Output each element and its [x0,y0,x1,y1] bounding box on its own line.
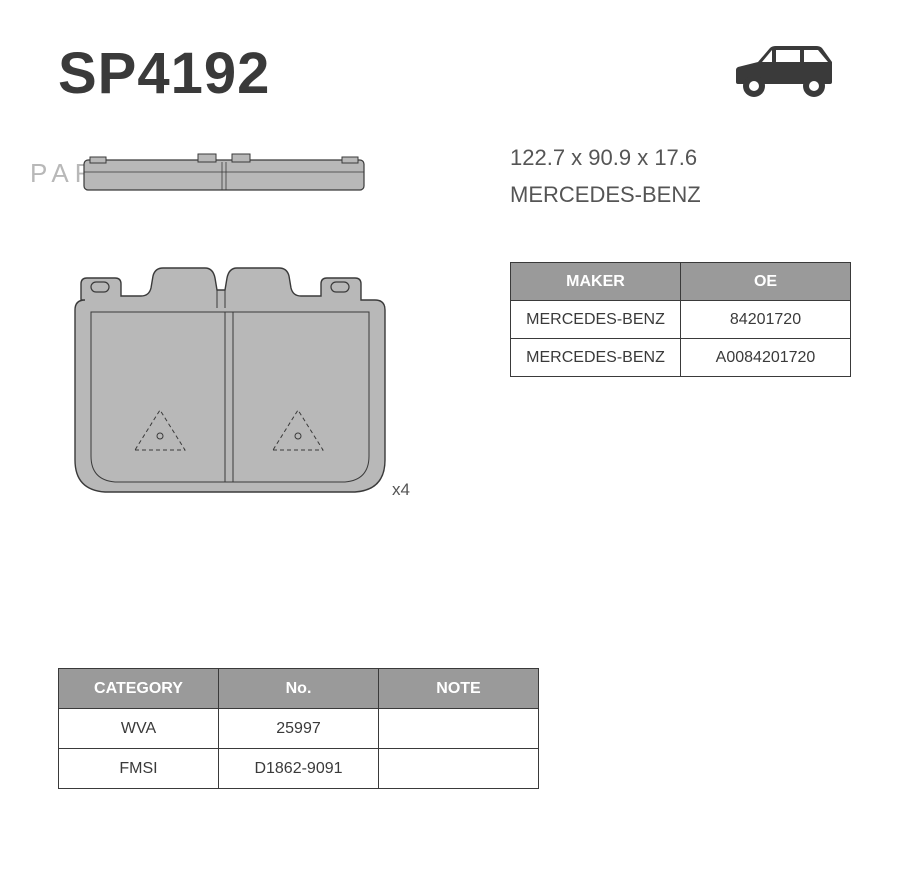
oe-maker-cell: MERCEDES-BENZ [511,301,681,339]
cat-header-no: No. [219,669,379,709]
oe-header-maker: MAKER [511,263,681,301]
table-row: MERCEDES-BENZ 84201720 [511,301,851,339]
table-row: FMSI D1862-9091 [59,749,539,789]
part-number: SP4192 [58,40,270,107]
brake-pad-top-view [80,150,370,205]
table-row: MERCEDES-BENZ A0084201720 [511,339,851,377]
cat-category-cell: FMSI [59,749,219,789]
oe-reference-table: MAKER OE MERCEDES-BENZ 84201720 MERCEDES… [510,262,851,377]
oe-number-cell: 84201720 [681,301,851,339]
cat-note-cell [379,709,539,749]
cat-note-cell [379,749,539,789]
oe-maker-cell: MERCEDES-BENZ [511,339,681,377]
oe-header-oe: OE [681,263,851,301]
cat-no-cell: D1862-9091 [219,749,379,789]
table-row: WVA 25997 [59,709,539,749]
cat-no-cell: 25997 [219,709,379,749]
oe-number-cell: A0084201720 [681,339,851,377]
make-label: MERCEDES-BENZ [510,182,701,208]
car-icon [728,42,838,111]
cat-category-cell: WVA [59,709,219,749]
dimensions-text: 122.7 x 90.9 x 17.6 [510,145,697,171]
cat-header-category: CATEGORY [59,669,219,709]
brake-pad-front-view [65,260,395,515]
cat-header-note: NOTE [379,669,539,709]
quantity-label: x4 [392,480,410,500]
category-table: CATEGORY No. NOTE WVA 25997 FMSI D1862-9… [58,668,539,789]
